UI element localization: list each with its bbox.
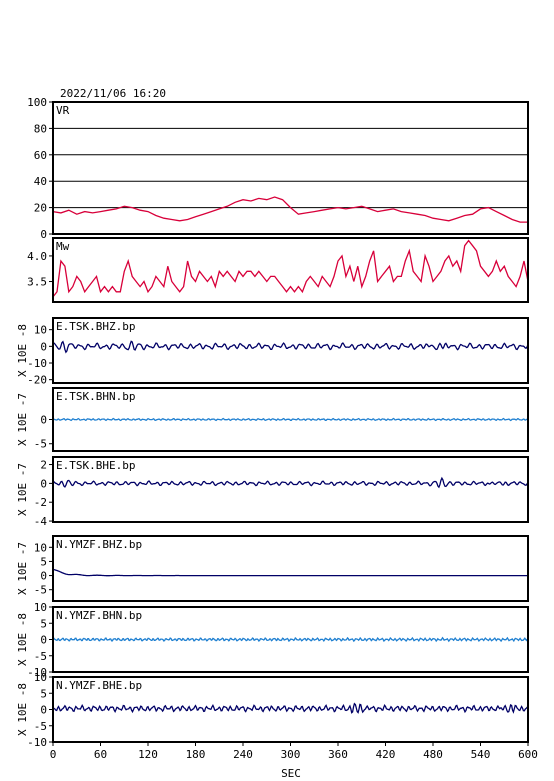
series-line-mw — [52, 239, 529, 298]
series-line-e-tsk-bhe — [52, 476, 529, 489]
y-axis-label: X 10E -8 — [16, 613, 29, 666]
panel-e-tsk-bhz: -20 -10 0 10 E.TSK.BHZ.bp X 10E -8 — [16, 317, 529, 387]
panel-n-ymzf-bhz: -50 510 N.YMZF.BHZ.bp X 10E -7 — [16, 535, 529, 602]
y-tick-label: 0 — [40, 704, 47, 717]
y-tick-label: -5 — [34, 584, 47, 597]
y-axis-label: X 10E -7 — [16, 393, 29, 446]
y-tick-label: 10 — [34, 541, 47, 554]
y-axis-label: X 10E -7 — [16, 463, 29, 516]
y-tick-label: 20 — [34, 202, 47, 215]
y-tick-label: 80 — [34, 122, 47, 135]
series-line-n-ymzf-bhe — [52, 702, 529, 714]
y-axis-label: X 10E -8 — [16, 324, 29, 377]
panel-label: N.YMZF.BHZ.bp — [56, 538, 142, 551]
series-line-vr — [52, 196, 528, 223]
x-tick-label: 600 — [518, 748, 538, 761]
panel-label: E.TSK.BHE.bp — [56, 459, 135, 472]
x-tick-label: 300 — [281, 748, 301, 761]
panel-n-ymzf-bhn: -10 -5 0 5 10 N.YMZF.BHN.bp X 10E -8 — [16, 601, 529, 679]
y-tick-label: -10 — [27, 666, 47, 679]
y-axis-label: X 10E -7 — [16, 542, 29, 595]
y-tick-label: 10 — [34, 601, 47, 614]
y-tick-label: 0 — [40, 414, 47, 427]
panel-vr: 0 20 40 60 80 100 VR — [27, 96, 529, 241]
y-tick-label: 0 — [40, 228, 47, 241]
y-tick-label: 0 — [40, 634, 47, 647]
x-tick-label: 120 — [138, 748, 158, 761]
y-axis-label: X 10E -8 — [16, 683, 29, 736]
panel-e-tsk-bhe: -4 -2 0 2 E.TSK.BHE.bp X 10E -7 — [16, 456, 529, 528]
y-tick-label: -4 — [34, 515, 48, 528]
x-tick-label: 60 — [94, 748, 107, 761]
panel-label: E.TSK.BHZ.bp — [56, 320, 135, 333]
x-tick-label: 360 — [328, 748, 348, 761]
y-tick-label: -5 — [34, 720, 47, 733]
series-line-n-ymzf-bhn — [52, 636, 529, 643]
y-tick-label: 60 — [34, 149, 47, 162]
y-tick-label: -10 — [27, 357, 47, 370]
y-tick-label: 100 — [27, 96, 47, 109]
panel-frame — [52, 535, 529, 602]
y-tick-label: -5 — [34, 650, 47, 663]
y-tick-label: 2 — [40, 459, 47, 472]
y-tick-label: 5 — [40, 617, 47, 630]
y-tick-label: 5 — [40, 687, 47, 700]
x-axis-label: SEC — [281, 767, 301, 780]
y-tick-label: -5 — [34, 438, 47, 451]
x-tick-label: 420 — [376, 748, 396, 761]
y-tick-label: 4.0 — [27, 250, 47, 263]
y-tick-label: 3.5 — [27, 276, 47, 289]
timestamp-title: 2022/11/06 16:20 — [60, 87, 166, 100]
panel-frame — [52, 387, 529, 452]
panel-label: VR — [56, 104, 70, 117]
x-tick-label: 0 — [50, 748, 57, 761]
y-tick-label: 10 — [34, 671, 47, 684]
panel-label: N.YMZF.BHN.bp — [56, 609, 142, 622]
x-tick-label: 540 — [471, 748, 491, 761]
x-axis: 0 60 120 180 240 300 360 420 480 540 600 — [50, 742, 538, 761]
panel-e-tsk-bhn: -5 0 E.TSK.BHN.bp X 10E -7 — [16, 387, 529, 452]
y-tick-label: 5 — [40, 555, 47, 568]
series-line-e-tsk-bhn — [52, 417, 529, 422]
y-tick-label: 40 — [34, 175, 47, 188]
panel-label: N.YMZF.BHE.bp — [56, 679, 142, 692]
y-tick-label: -20 — [27, 374, 47, 387]
panel-frame — [52, 456, 529, 523]
y-tick-label: 0 — [40, 477, 47, 490]
y-tick-label: 10 — [34, 324, 47, 337]
panel-mw: 3.5 4.0 Mw — [27, 237, 529, 303]
y-tick-label: -2 — [34, 496, 47, 509]
panel-label: Mw — [56, 240, 70, 253]
series-line-e-tsk-bhz — [52, 340, 529, 354]
y-tick-label: -10 — [27, 736, 47, 749]
x-tick-label: 240 — [233, 748, 253, 761]
panel-frame — [52, 101, 529, 235]
panel-n-ymzf-bhe: -10 -5 0 5 10 N.YMZF.BHE.bp X 10E -8 — [16, 671, 529, 749]
y-tick-label: 0 — [40, 340, 47, 353]
x-tick-label: 480 — [423, 748, 443, 761]
x-tick-label: 180 — [186, 748, 206, 761]
series-line-n-ymzf-bhz — [52, 568, 528, 577]
panel-frame — [52, 237, 529, 303]
y-tick-label: 0 — [40, 570, 47, 583]
panel-label: E.TSK.BHN.bp — [56, 390, 135, 403]
panel-frame — [52, 317, 529, 384]
panel-frame — [52, 606, 529, 673]
